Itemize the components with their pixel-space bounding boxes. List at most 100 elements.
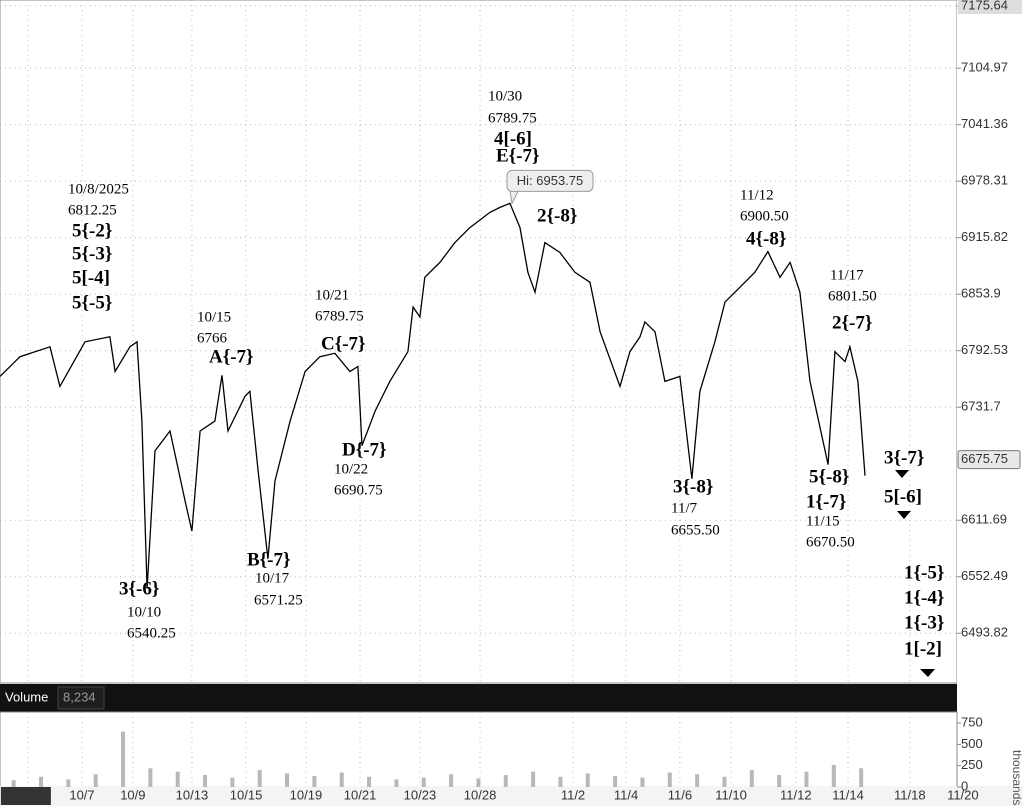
x-tick-label: 10/23 <box>404 787 437 802</box>
annotation: 11/17 <box>830 267 864 283</box>
y-tick-label: 250 <box>961 757 983 772</box>
y-tick-label: 0 <box>961 778 968 793</box>
annotation: 6670.50 <box>806 534 855 550</box>
annotation: 6801.50 <box>828 288 877 304</box>
volume-bar <box>230 777 235 787</box>
volume-value-box <box>57 686 105 710</box>
volume-bar <box>531 771 536 787</box>
x-tick-label: 11/18 <box>894 787 926 802</box>
annotation: 10/17 <box>255 570 290 586</box>
x-tick-label: 10/13 <box>176 787 209 802</box>
marker-triangle <box>920 669 935 677</box>
volume-plot-area <box>0 711 958 789</box>
annotation: 1{-5} <box>904 562 944 583</box>
y-tick-highlight <box>958 0 1022 15</box>
marker-triangle <box>895 470 909 478</box>
volume-bar <box>257 769 262 787</box>
last-price-box <box>957 450 1021 470</box>
annotation: C{-7} <box>321 333 366 354</box>
volume-bar <box>394 779 399 787</box>
volume-bar <box>749 769 754 787</box>
y-tick-label: 7104.97 <box>961 60 1008 75</box>
volume-bar <box>121 731 126 787</box>
annotation: 11/15 <box>806 513 840 529</box>
annotation: E{-7} <box>496 145 539 166</box>
x-tick-label: 10/15 <box>230 787 263 802</box>
hi-pointer <box>509 191 519 205</box>
volume-bar <box>312 775 317 787</box>
annotation: 6812.25 <box>68 202 117 218</box>
annotation: 5{-5} <box>72 292 112 313</box>
volume-bar <box>175 771 180 787</box>
annotation: D{-7} <box>342 439 387 460</box>
hi-bubble <box>506 169 594 192</box>
x-tick-label: 11/6 <box>668 787 692 802</box>
annotation: 2{-7} <box>832 312 872 333</box>
annotation: 11/7 <box>671 500 698 516</box>
annotation: 3{-7} <box>884 447 924 468</box>
annotation: 3{-6} <box>119 578 159 599</box>
annotation: 6540.25 <box>127 625 176 641</box>
annotation: 5{-3} <box>72 243 112 264</box>
volume-bar <box>558 776 563 787</box>
annotation: 2{-8} <box>537 205 577 226</box>
volume-bar <box>859 768 864 787</box>
volume-bar <box>695 774 700 787</box>
x-tick-label: 11/20 <box>947 787 979 802</box>
volume-title: Volume <box>5 689 48 704</box>
x-tick-label: 11/10 <box>715 787 747 802</box>
annotation: 5[-6] <box>884 486 922 507</box>
annotation: 1{-7} <box>806 491 846 512</box>
x-tick-label: 10/28 <box>464 787 497 802</box>
volume-header <box>0 684 957 712</box>
volume-bar <box>831 764 836 787</box>
y-tick-label: 750 <box>961 715 983 730</box>
annotation: 10/8/2025 <box>68 181 129 197</box>
x-tick-label: 10/21 <box>344 787 377 802</box>
right-axis-area <box>957 0 1023 806</box>
volume-last-value: 8,234 <box>63 689 96 704</box>
volume-bar <box>339 772 344 787</box>
annotation: 5{-8} <box>809 466 849 487</box>
annotation: 10/21 <box>315 287 349 303</box>
volume-bar <box>640 777 645 787</box>
marker-triangle <box>897 511 911 519</box>
volume-bar <box>11 780 16 787</box>
annotation: 11/12 <box>740 187 774 203</box>
y-tick-label: 6611.69 <box>961 512 1007 527</box>
x-tick-label: 10/7 <box>69 787 94 802</box>
annotation: B{-7} <box>247 549 290 570</box>
volume-bar <box>722 776 727 787</box>
volume-bar <box>804 771 809 787</box>
annotation: 4{-8} <box>746 228 786 249</box>
y-tick-label: 6978.31 <box>961 173 1008 188</box>
volume-bar <box>585 773 590 787</box>
volume-bar <box>503 775 508 787</box>
volume-bar <box>777 775 782 787</box>
x-tick-highlight <box>0 787 51 805</box>
x-tick-label: 11/2 <box>561 787 585 802</box>
volume-bar <box>39 776 44 787</box>
annotation: 6655.50 <box>671 522 720 538</box>
y-tick-label: 6915.82 <box>961 229 1008 244</box>
y-tick-label: 7175.64 <box>961 0 1008 12</box>
y-tick-label: 7041.36 <box>961 116 1008 131</box>
x-tick-label: 11/4 <box>614 787 638 802</box>
y-tick-label: 6853.9 <box>961 286 1001 301</box>
price-plot-area <box>0 0 958 684</box>
x-tick-label: 10/9 <box>120 787 145 802</box>
last-price-label: 6675.75 <box>961 451 1008 466</box>
annotation: 1{-4} <box>904 587 944 608</box>
price-line <box>0 202 866 589</box>
y-tick-label: 500 <box>961 736 983 751</box>
annotation: 10/10 <box>127 604 161 620</box>
volume-bar <box>66 779 71 787</box>
y-tick-label: 6552.49 <box>961 568 1008 583</box>
annotation: 10/30 <box>488 88 522 104</box>
annotation: 5[-4] <box>72 267 110 288</box>
volume-bar <box>203 775 208 787</box>
annotation: 6766 <box>197 330 228 346</box>
annotation: 1{-3} <box>904 612 944 633</box>
